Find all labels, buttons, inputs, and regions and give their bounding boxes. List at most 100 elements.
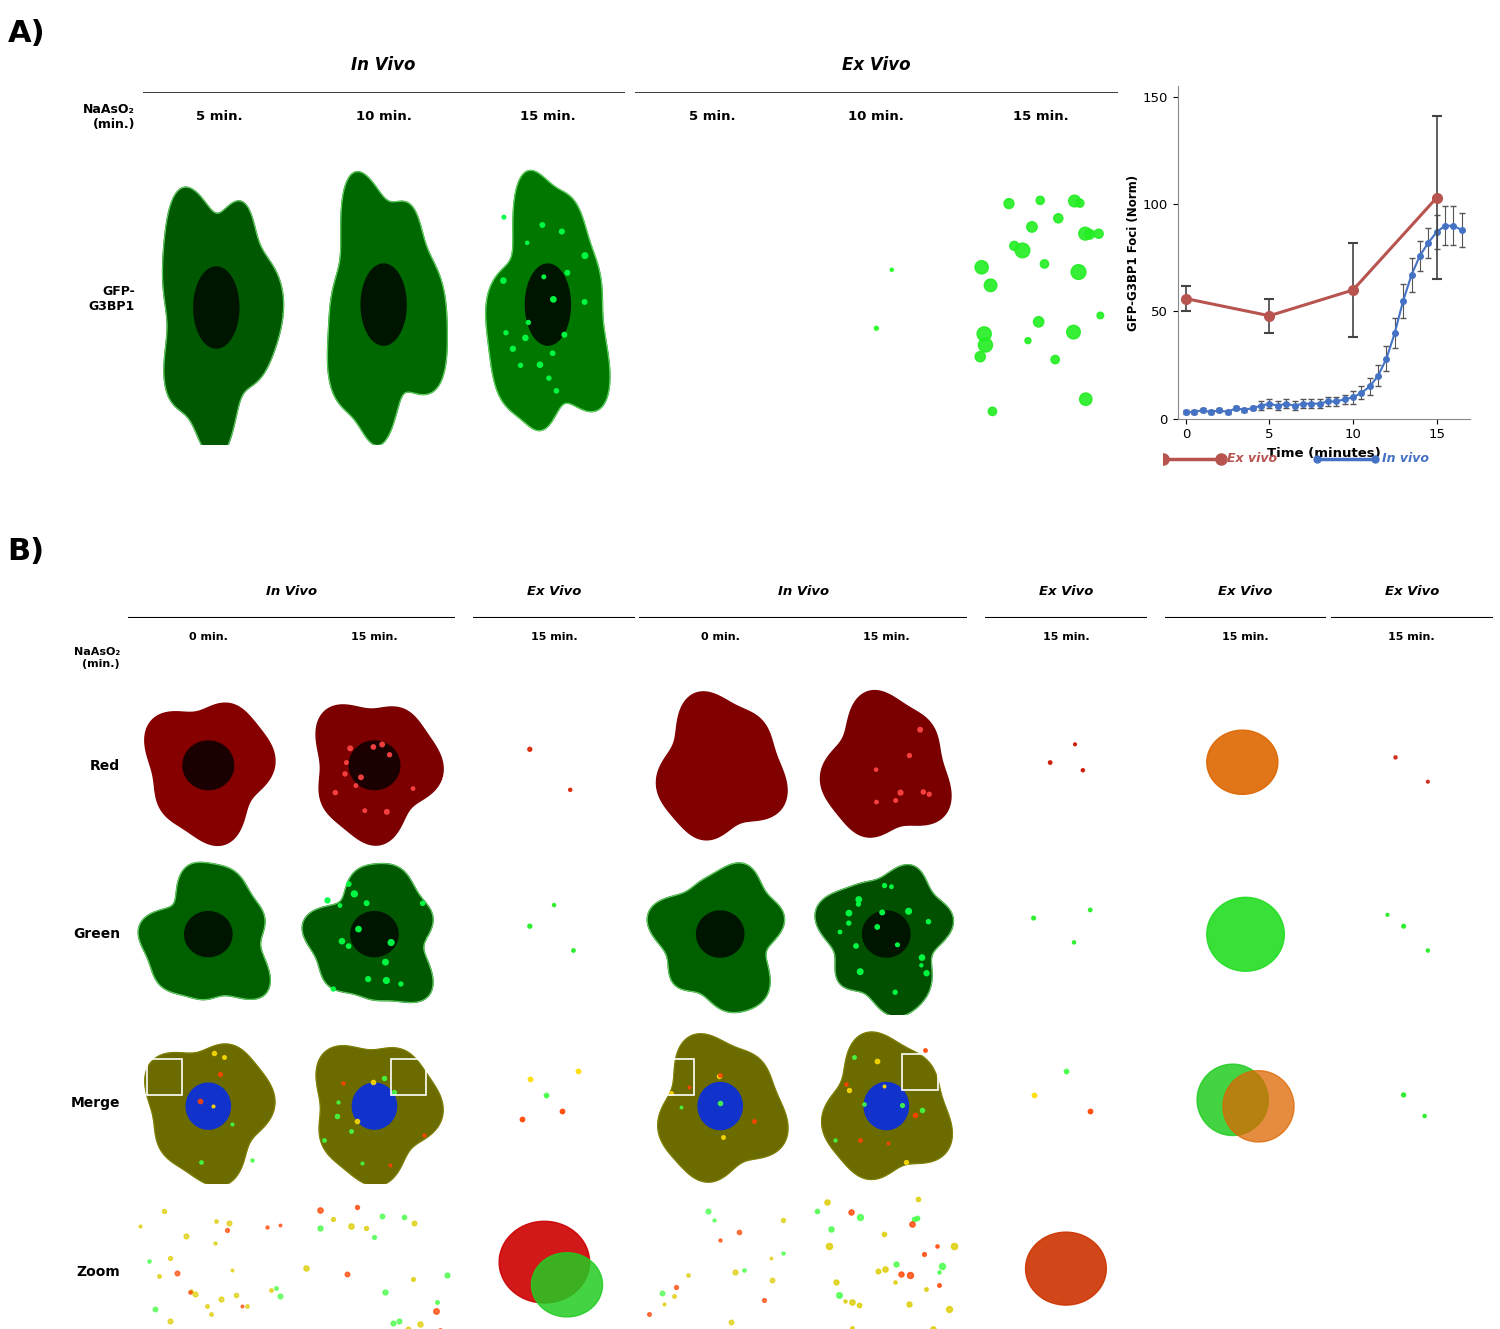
Text: G3BP1: G3BP1 <box>648 863 686 873</box>
Point <box>1077 223 1101 245</box>
Point <box>550 1100 574 1122</box>
Point <box>825 1272 849 1293</box>
Point <box>909 954 933 975</box>
Point <box>746 1324 770 1329</box>
Polygon shape <box>362 264 407 346</box>
Point <box>884 789 908 811</box>
Bar <box>903 1054 938 1090</box>
Point <box>387 1310 411 1329</box>
Point <box>333 763 357 784</box>
Point <box>723 1261 747 1282</box>
Text: In Vivo: In Vivo <box>351 56 416 74</box>
Point <box>842 1046 866 1067</box>
Point <box>846 889 870 910</box>
Point <box>926 1236 950 1257</box>
Point <box>912 1039 936 1061</box>
Text: 15 min.: 15 min. <box>351 631 398 642</box>
Point <box>1011 239 1035 260</box>
Point <box>380 932 404 953</box>
Polygon shape <box>657 692 788 840</box>
Point <box>1022 1084 1046 1106</box>
Text: GFP-
G3BP1: GFP- G3BP1 <box>88 284 135 314</box>
Point <box>865 1051 889 1073</box>
Text: NaAsO₂
(min.): NaAsO₂ (min.) <box>74 647 120 668</box>
Polygon shape <box>864 1083 909 1130</box>
Point <box>321 978 345 999</box>
Text: 5 min.: 5 min. <box>196 110 243 124</box>
Point <box>561 940 585 961</box>
Point <box>1392 1084 1416 1106</box>
Point <box>324 781 348 803</box>
Polygon shape <box>352 1083 396 1130</box>
Bar <box>390 1059 426 1095</box>
Point <box>224 1285 248 1306</box>
Point <box>921 1318 945 1329</box>
Point <box>544 380 568 401</box>
Point <box>531 214 555 235</box>
Point <box>214 1220 238 1241</box>
Point <box>294 1257 318 1278</box>
X-axis label: Time (minutes): Time (minutes) <box>1268 447 1380 460</box>
Point <box>1002 235 1026 256</box>
Point <box>330 930 354 952</box>
Point <box>435 1264 459 1285</box>
Point <box>903 1104 927 1126</box>
Text: Ex Vivo: Ex Vivo <box>1384 585 1438 598</box>
Polygon shape <box>146 1045 274 1187</box>
Point <box>350 1152 374 1174</box>
Point <box>837 1079 861 1100</box>
Point <box>334 752 358 773</box>
Point <box>904 1208 928 1229</box>
Text: 10 min.: 10 min. <box>356 110 411 124</box>
Point <box>1074 388 1098 409</box>
Y-axis label: GFP-G3BP1 Foci (Norm): GFP-G3BP1 Foci (Norm) <box>1126 174 1140 331</box>
Point <box>978 275 1002 296</box>
Point <box>840 1317 864 1329</box>
Polygon shape <box>821 691 951 837</box>
Polygon shape <box>184 912 232 957</box>
Point <box>567 1061 591 1082</box>
Point <box>346 918 370 940</box>
Point <box>558 779 582 800</box>
Point <box>260 1280 284 1301</box>
Point <box>1020 217 1044 238</box>
Point <box>178 1281 203 1302</box>
Text: 15 min.: 15 min. <box>1222 631 1269 642</box>
Point <box>178 1281 203 1302</box>
Point <box>354 1217 378 1239</box>
Point <box>884 1253 908 1275</box>
Polygon shape <box>162 187 284 459</box>
Point <box>374 1281 398 1302</box>
Point <box>897 1293 921 1314</box>
Point <box>638 1304 662 1325</box>
Point <box>1089 304 1113 326</box>
Point <box>806 1200 830 1221</box>
Point <box>209 1288 232 1309</box>
Point <box>1042 350 1066 371</box>
Polygon shape <box>815 865 954 1017</box>
Point <box>1062 932 1086 953</box>
Point <box>916 784 940 805</box>
Point <box>183 1284 207 1305</box>
Point <box>370 1205 394 1227</box>
Point <box>393 1207 417 1228</box>
Point <box>510 1108 534 1130</box>
Point <box>916 912 940 933</box>
Point <box>402 1212 426 1233</box>
Text: In Vivo: In Vivo <box>777 585 830 598</box>
Polygon shape <box>327 171 447 445</box>
Text: G3BP1: G3BP1 <box>1173 863 1212 873</box>
Point <box>998 193 1022 214</box>
Point <box>915 962 939 983</box>
Text: A): A) <box>8 19 45 48</box>
Point <box>514 233 538 254</box>
Point <box>336 936 360 957</box>
Point <box>400 1269 424 1290</box>
Text: 15 min.: 15 min. <box>1013 110 1068 124</box>
Point <box>900 1213 924 1235</box>
Polygon shape <box>1208 730 1278 795</box>
Point <box>188 1091 211 1112</box>
Point <box>840 1290 864 1312</box>
Point <box>202 1232 226 1253</box>
Bar <box>147 1059 183 1095</box>
